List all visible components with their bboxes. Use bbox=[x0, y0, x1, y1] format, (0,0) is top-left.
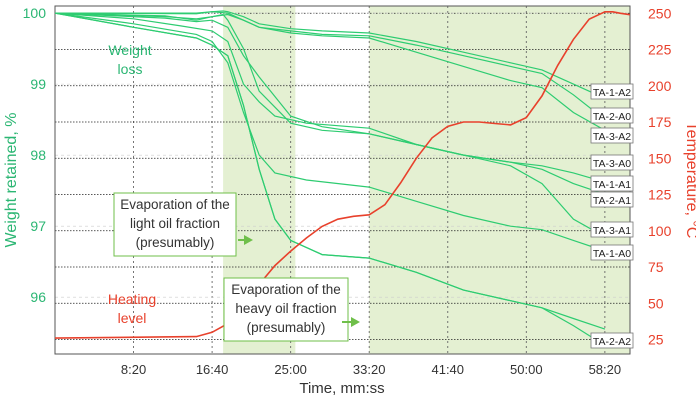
x-tick-label-6: 50:00 bbox=[510, 362, 543, 377]
series-label-ta-3-a0: TA-3-A0 bbox=[593, 158, 631, 170]
y-left-tick-label-2: 97 bbox=[30, 218, 46, 234]
y-right-tick-label-1: 25 bbox=[648, 332, 664, 348]
annotation-light-oil-line2: light oil fraction bbox=[130, 216, 220, 231]
series-label-ta-2-a2: TA-2-A2 bbox=[593, 336, 631, 348]
x-axis-title: Time, mm:ss bbox=[299, 380, 384, 397]
series-line-ta-1-a1 bbox=[55, 12, 606, 195]
annotation-heavy-oil-box bbox=[223, 277, 349, 342]
y-right-tick-label-7: 175 bbox=[648, 114, 672, 130]
weight-series bbox=[55, 10, 606, 347]
x-tick-label-1: 8:20 bbox=[121, 362, 146, 377]
annotation-heating-level: Heating level bbox=[108, 291, 156, 326]
series-line-ta-3-a0 bbox=[55, 12, 606, 183]
annotation-weight-loss-line2: loss bbox=[118, 61, 143, 77]
y-left-tick-label-1: 96 bbox=[30, 289, 46, 305]
annotation-heavy-oil-line2: heavy oil fraction bbox=[235, 301, 336, 316]
annotation-light-oil-line3: (presumably) bbox=[136, 235, 215, 250]
series-line-ta-3-a1 bbox=[55, 12, 606, 252]
x-tick-label-3: 25:00 bbox=[274, 362, 307, 377]
y-left-tick-label-4: 99 bbox=[30, 76, 46, 92]
x-tick-label-5: 41:40 bbox=[431, 362, 464, 377]
series-line-ta-2-a0 bbox=[55, 12, 606, 121]
y-left-axis-title: Weight retained, % bbox=[3, 113, 20, 248]
annotation-weight-loss: Weight loss bbox=[108, 42, 151, 77]
y-right-tick-label-6: 150 bbox=[648, 150, 672, 166]
annotation-heating-level-line2: level bbox=[118, 310, 147, 326]
x-tick-label-7: 58:20 bbox=[589, 362, 622, 377]
x-tick-label-2: 16:40 bbox=[196, 362, 229, 377]
y-right-tick-label-2: 50 bbox=[648, 295, 664, 311]
annotation-heavy-oil-line1: Evaporation of the bbox=[231, 282, 341, 297]
series-label-box-ta-3-a2 bbox=[590, 127, 634, 144]
y-right-axis-title: Temperature, °C bbox=[683, 122, 696, 239]
y-right-tick-label-9: 225 bbox=[648, 42, 672, 58]
annotation-light-oil: Evaporation of the light oil fraction (p… bbox=[113, 192, 253, 257]
series-label-ta-1-a2: TA-1-A2 bbox=[593, 87, 631, 99]
series-label-box-ta-3-a0 bbox=[590, 154, 634, 171]
series-line-ta-2-a1 bbox=[55, 12, 606, 238]
series-label-ta-1-a0: TA-1-A0 bbox=[593, 248, 631, 260]
series-label-box-ta-2-a0 bbox=[590, 107, 634, 124]
series-label-box-ta-2-a1 bbox=[590, 191, 634, 208]
series-label-ta-3-a1: TA-3-A1 bbox=[593, 225, 631, 237]
series-label-box-ta-1-a1 bbox=[590, 175, 634, 192]
y-right-tick-label-8: 200 bbox=[648, 78, 672, 94]
series-labels: TA-1-A2 TA-2-A0 TA-3-A2 TA-3-A0 TA-1-A1 TA-2-… bbox=[590, 83, 634, 349]
y-right-tick-label-4: 100 bbox=[648, 223, 672, 239]
series-label-ta-2-a0: TA-2-A0 bbox=[593, 111, 631, 123]
annotation-light-oil-box bbox=[113, 192, 237, 257]
series-line-ta-1-a2 bbox=[55, 10, 606, 99]
annotation-light-oil-line1: Evaporation of the bbox=[120, 197, 230, 212]
series-label-ta-1-a1: TA-1-A1 bbox=[593, 179, 631, 191]
y-right-tick-label-10: 250 bbox=[648, 5, 672, 21]
series-label-box-ta-1-a2 bbox=[590, 83, 634, 100]
annotation-weight-loss-line1: Weight bbox=[108, 42, 151, 58]
light-oil-arrow bbox=[238, 235, 253, 245]
axis-ticks: 8:20 16:40 25:00 33:20 41:40 50:00 58:20 96 97 98… bbox=[23, 5, 672, 377]
y-left-tick-label-5: 100 bbox=[23, 5, 47, 21]
annotation-heavy-oil-line3: (presumably) bbox=[247, 320, 326, 335]
series-label-box-ta-2-a2 bbox=[590, 332, 634, 349]
y-right-tick-label-5: 125 bbox=[648, 187, 672, 203]
series-label-box-ta-1-a0 bbox=[590, 244, 634, 261]
series-label-ta-2-a1: TA-2-A1 bbox=[593, 195, 631, 207]
series-line-ta-2-a2 bbox=[55, 12, 606, 347]
y-right-tick-label-3: 75 bbox=[648, 259, 664, 275]
series-label-box-ta-3-a1 bbox=[590, 221, 634, 238]
annotation-heating-level-line1: Heating bbox=[108, 291, 156, 307]
series-line-ta-3-a2 bbox=[55, 11, 606, 131]
series-label-ta-3-a2: TA-3-A2 bbox=[593, 131, 631, 143]
annotation-heavy-oil: Evaporation of the heavy oil fraction (p… bbox=[223, 277, 360, 342]
x-tick-label-4: 33:20 bbox=[353, 362, 386, 377]
heavy-oil-arrow bbox=[342, 317, 360, 327]
y-left-tick-label-3: 98 bbox=[30, 147, 46, 163]
